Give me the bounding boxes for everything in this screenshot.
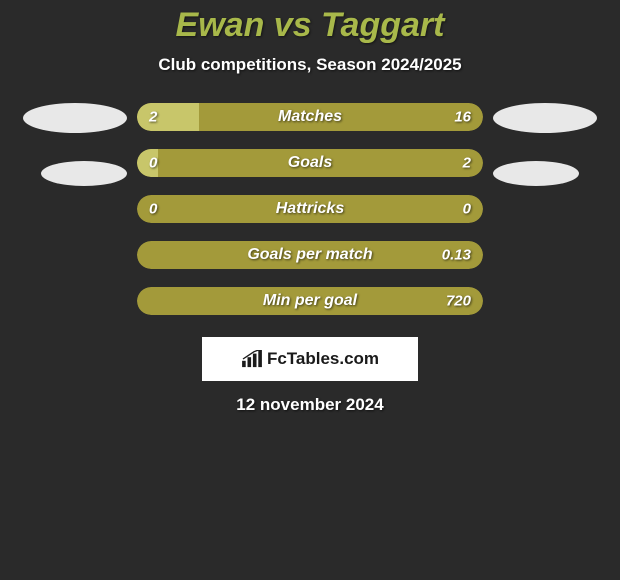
right-badges [493,103,603,186]
stat-row: 0Goals2 [137,149,483,177]
player-badge-right-2 [493,161,579,186]
bars-icon [241,350,263,368]
stat-label: Goals per match [137,246,483,264]
page-subtitle: Club competitions, Season 2024/2025 [158,55,461,75]
player-badge-left-2 [41,161,127,186]
stat-row: 0Hattricks0 [137,195,483,223]
left-badges [17,103,127,186]
stat-row: Min per goal720 [137,287,483,315]
stat-label: Min per goal [137,292,483,310]
stat-right-value: 0.13 [442,247,471,264]
chart-area: 2Matches160Goals20Hattricks0Goals per ma… [10,103,610,315]
stat-label: Matches [137,108,483,126]
stat-label: Goals [137,154,483,172]
stat-right-value: 720 [446,293,471,310]
chart-container: Ewan vs Taggart Club competitions, Seaso… [0,0,620,415]
stat-right-value: 16 [454,109,471,126]
stat-bars: 2Matches160Goals20Hattricks0Goals per ma… [137,103,483,315]
brand-text: FcTables.com [267,349,379,369]
page-title: Ewan vs Taggart [176,6,445,45]
player-badge-left-1 [23,103,127,133]
stat-right-value: 0 [463,201,471,218]
stat-label: Hattricks [137,200,483,218]
date-text: 12 november 2024 [236,395,383,415]
brand-box[interactable]: FcTables.com [202,337,418,381]
player-badge-right-1 [493,103,597,133]
stat-row: Goals per match0.13 [137,241,483,269]
stat-row: 2Matches16 [137,103,483,131]
stat-right-value: 2 [463,155,471,172]
